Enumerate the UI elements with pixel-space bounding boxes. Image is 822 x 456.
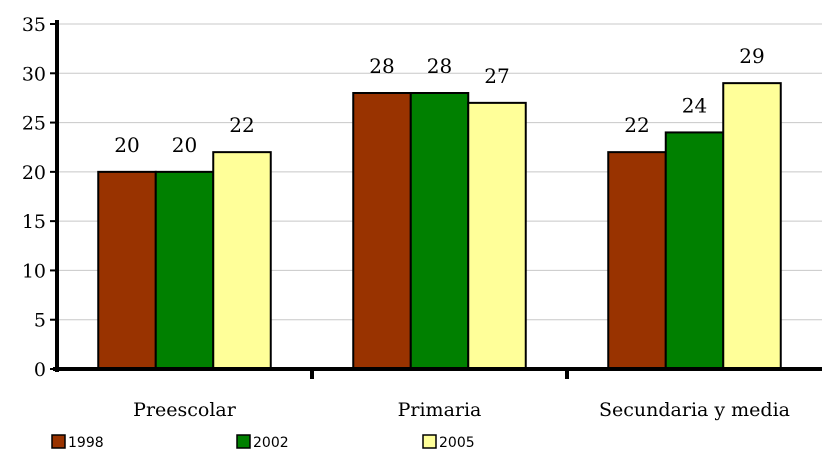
y-tick-label: 10: [22, 260, 46, 282]
legend-swatch-2002: [236, 434, 251, 449]
bar-1998-preescolar: [97, 170, 157, 370]
y-tick-label: 5: [34, 310, 46, 332]
bar-2005-preescolar: [212, 151, 272, 370]
data-label: 28: [369, 54, 394, 78]
x-category-label: Secundaria y media: [599, 399, 790, 421]
data-label: 20: [114, 133, 139, 157]
bar-1998-secundaria-y-media: [607, 151, 667, 370]
data-label: 27: [484, 64, 509, 88]
data-label: 24: [682, 93, 707, 117]
bars: [97, 82, 782, 371]
y-tick-label: 20: [22, 162, 46, 184]
bar-2002-secundaria-y-media: [664, 131, 725, 370]
data-labels: 20 20 22 28 28 27 22 24 29: [114, 44, 764, 157]
data-label: 29: [739, 44, 764, 68]
y-tick-label: 30: [22, 63, 46, 85]
bar-2002-preescolar: [154, 170, 215, 370]
y-tick-label: 15: [22, 211, 46, 233]
bar-1998-primaria: [352, 92, 412, 370]
axes: 0 5 10 15 20 25 30 35 Preescolar Primaria Secundar…: [22, 14, 822, 421]
y-tick-label: 25: [22, 113, 46, 135]
y-tick-label: 35: [22, 14, 46, 36]
legend: 1998 2002 2005: [51, 434, 475, 451]
bar-2005-secundaria-y-media: [722, 82, 782, 371]
bar-2002-primaria: [409, 92, 470, 370]
data-label: 20: [172, 133, 197, 157]
data-label: 28: [427, 54, 452, 78]
data-label: 22: [229, 113, 254, 137]
x-category-label: Primaria: [398, 399, 482, 421]
legend-swatch-2005: [422, 434, 437, 449]
legend-swatch-1998: [51, 434, 66, 449]
bar-2005-primaria: [467, 101, 527, 370]
legend-label-2005: 2005: [439, 435, 475, 451]
x-category-label: Preescolar: [133, 399, 237, 421]
legend-label-1998: 1998: [68, 435, 104, 451]
legend-label-2002: 2002: [253, 435, 289, 451]
y-tick-label: 0: [34, 359, 46, 381]
data-label: 22: [624, 113, 649, 137]
